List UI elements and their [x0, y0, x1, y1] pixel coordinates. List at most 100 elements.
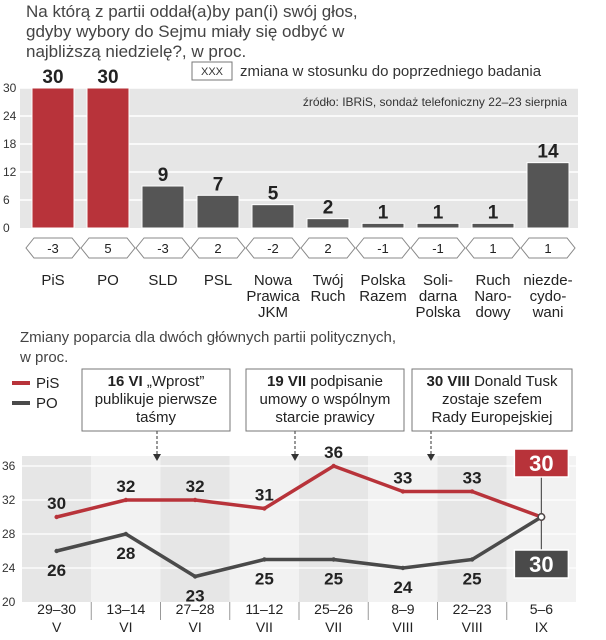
series-legend-label: PiS — [36, 375, 59, 392]
annotation-line: zostaje szefem — [442, 391, 542, 408]
legend-badge — [191, 61, 233, 81]
legend-text: zmiana w stosunku do poprzedniego badani… — [240, 63, 542, 80]
annotation-line: podpisanie — [310, 373, 383, 390]
category-label: Ruch Naro-dowy — [474, 272, 512, 321]
final-value-badge — [513, 448, 570, 478]
category-label-line: Naro- — [474, 288, 512, 305]
bar-y-tick: 12 — [3, 165, 17, 179]
change-value: -3 — [157, 241, 169, 256]
series-final-point — [537, 513, 546, 521]
category-label-line: wani — [532, 304, 564, 321]
series-point — [262, 557, 267, 562]
series-point — [123, 497, 129, 503]
bar — [86, 87, 130, 229]
line-x-tick: 13–14 — [106, 601, 145, 617]
line-panel — [229, 456, 299, 602]
annotation-line: Donald Tusk — [474, 373, 558, 390]
bar — [31, 87, 75, 229]
category-label: PO — [97, 272, 119, 289]
series-line — [56, 515, 543, 579]
category-label-line: SLD — [148, 272, 177, 289]
bar-value-label: 1 — [433, 202, 444, 223]
change-badge — [80, 237, 136, 259]
final-value-badge — [513, 549, 570, 579]
annotation-date: 16 VI — [108, 373, 147, 390]
annotation-arrowhead — [427, 454, 435, 461]
line-panel — [368, 456, 438, 602]
line-panel — [22, 456, 92, 602]
series-value-label: 31 — [255, 486, 274, 505]
annotation-line: taśmy — [136, 409, 177, 426]
category-label-line: darna — [419, 288, 458, 305]
line-x-month: VIII — [392, 619, 413, 635]
line-x-month: VI — [189, 619, 202, 635]
survey-question: Na którą z partii oddał(a)by pan(i) swój… — [26, 2, 358, 61]
series-value-label: 24 — [393, 578, 412, 597]
change-badge — [190, 237, 246, 259]
series-point — [192, 574, 198, 579]
bar-value-label: 9 — [158, 165, 169, 186]
bar — [416, 222, 460, 229]
final-value-label: 30 — [529, 552, 553, 577]
category-label-line: Ruch — [475, 272, 510, 289]
line-x-tick: 11–12 — [245, 601, 283, 617]
series-value-label: 25 — [324, 570, 343, 589]
line-y-tick: 32 — [2, 493, 16, 507]
line-chart-title: Zmiany poparcia dla dwóch głównych parti… — [19, 329, 396, 366]
bar-y-tick: 24 — [3, 109, 17, 123]
category-label: Soli-darna Polska — [415, 272, 461, 321]
category-label-line: Twój — [313, 272, 344, 289]
category-label: Nowa Prawica JKM — [246, 272, 300, 321]
bar — [141, 185, 185, 229]
line-x-tick: 29–30 — [37, 601, 76, 617]
bar-value-label: 14 — [537, 142, 559, 163]
line-y-tick: 28 — [2, 527, 16, 541]
category-label-line: cydo- — [530, 288, 567, 305]
series-value-label: 25 — [255, 570, 274, 589]
source-note: źródło: IBRiS, sondaż telefoniczny 22–23… — [303, 95, 567, 109]
series-value-label: 23 — [186, 587, 205, 606]
category-label-line: JKM — [258, 304, 288, 321]
annotation-text: 30 VIII Donald Tusk zostaje szefem Rady Eu… — [427, 373, 558, 426]
series-point — [331, 463, 336, 469]
bar-value-label: 7 — [213, 174, 224, 195]
bar-value-label: 5 — [268, 184, 279, 205]
change-badge — [465, 237, 521, 259]
series-value-label: 36 — [324, 443, 343, 462]
series-value-label: 26 — [47, 561, 66, 580]
annotation-box — [81, 368, 231, 432]
change-value: 2 — [214, 241, 221, 256]
annotation-date: 19 VII — [267, 373, 310, 390]
bar — [361, 222, 405, 229]
annotation-arrowhead — [291, 454, 299, 461]
category-label-line: Razem — [359, 288, 407, 305]
category-label: Twój Ruch — [310, 272, 345, 305]
annotation-line: Rady Europejskiej — [432, 409, 553, 426]
line-chart-title-line: Zmiany poparcia dla dwóch głównych parti… — [20, 329, 396, 346]
annotation-line: umowy o wspólnym — [260, 391, 391, 408]
line-panel — [91, 456, 161, 602]
annotation-text: 19 VII podpisanie umowy o wspólnym starcie… — [260, 373, 391, 426]
category-label: SLD — [148, 272, 177, 289]
line-chart-title-line: w proc. — [19, 349, 68, 366]
bar-value-label: 30 — [42, 67, 63, 88]
bar — [196, 194, 240, 229]
series-point — [262, 506, 267, 511]
category-label-line: Polska — [360, 272, 406, 289]
bar-value-label: 2 — [323, 198, 334, 219]
bar-value-label: 30 — [97, 67, 118, 88]
line-x-month: VII — [325, 619, 342, 635]
category-label-line: Nowa — [254, 272, 293, 289]
series-point — [469, 557, 475, 562]
line-x-month: VII — [256, 619, 273, 635]
series-value-label: 30 — [47, 494, 66, 513]
line-x-tick: 27–28 — [176, 601, 215, 617]
series-point — [54, 548, 59, 554]
annotation-box — [411, 368, 573, 432]
change-badge — [355, 237, 411, 259]
annotation-box — [245, 368, 405, 432]
annotation-line: starcie prawicy — [275, 409, 375, 426]
series-point — [400, 489, 406, 494]
series-point — [469, 489, 475, 494]
